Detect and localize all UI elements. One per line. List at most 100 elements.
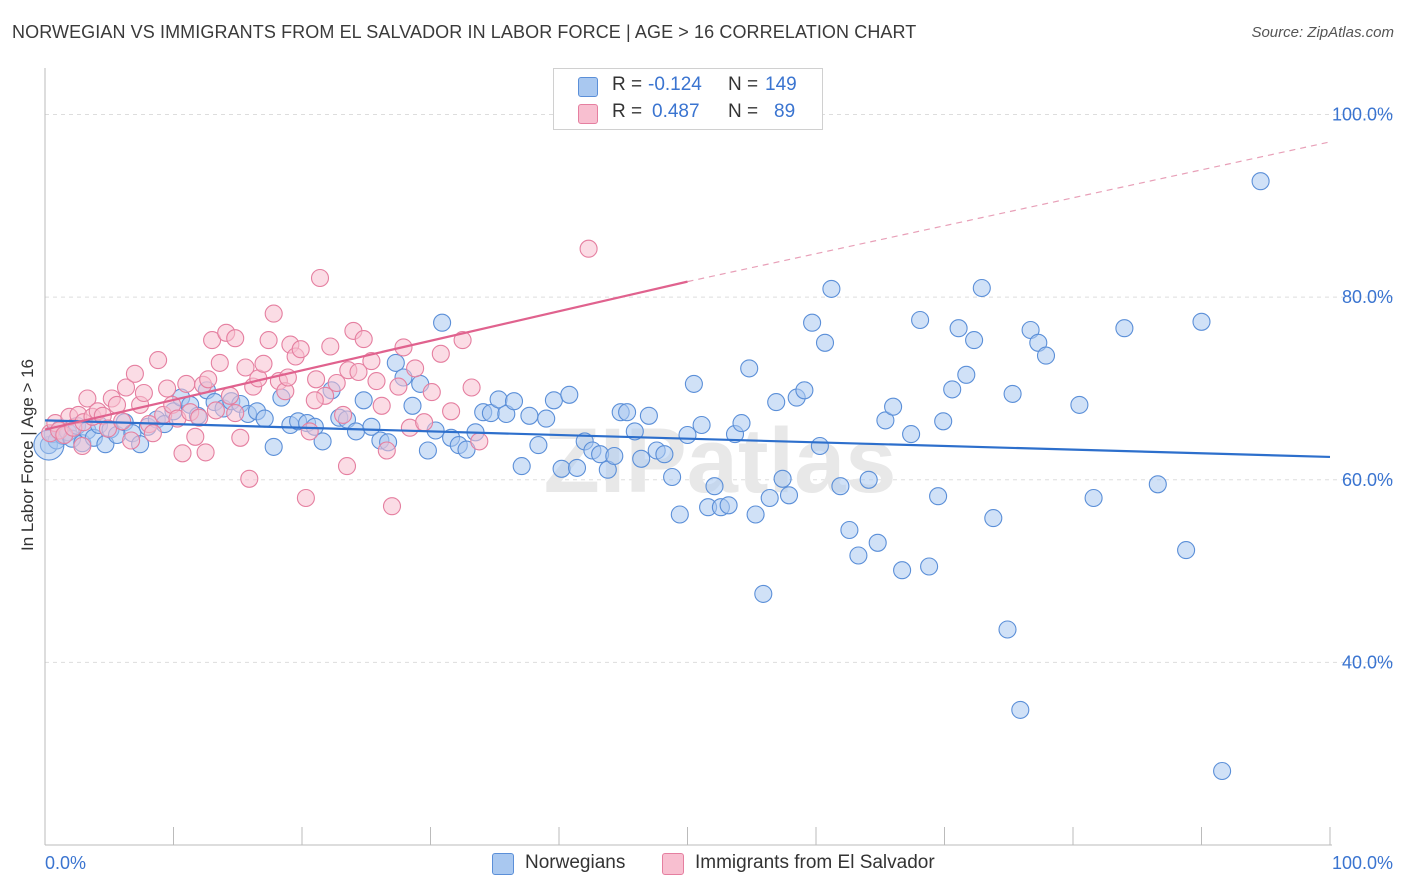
y-tick-label: 80.0% — [1342, 287, 1393, 307]
el-salvador-point — [116, 378, 136, 397]
series-el-salvador-points — [41, 239, 598, 516]
norwegians-point — [822, 279, 841, 298]
legend-label-norwegians: Norwegians — [525, 852, 626, 873]
norwegians-point — [346, 422, 366, 441]
norwegians-point — [433, 313, 452, 332]
el-salvador-point — [377, 441, 396, 460]
el-salvador-point — [264, 304, 283, 323]
norwegians-point — [255, 409, 274, 428]
el-salvador-point — [173, 444, 192, 463]
norwegians-point — [754, 584, 773, 603]
norwegians-point — [386, 353, 405, 372]
y-tick-labels: 40.0% 60.0% 80.0% 100.0% — [1332, 105, 1393, 673]
el-salvador-point — [307, 370, 326, 389]
el-salvador-point — [310, 268, 330, 288]
norwegians-point — [840, 520, 859, 540]
el-salvador-point — [470, 432, 489, 451]
legend-swatch-el-salvador — [662, 853, 684, 875]
norwegians-point — [1011, 700, 1030, 719]
norwegians-point — [884, 397, 903, 416]
norwegians-point — [1036, 346, 1056, 365]
el-salvador-point — [190, 408, 209, 427]
norwegians-point — [957, 365, 976, 384]
norwegians-point — [740, 359, 759, 378]
el-salvador-point — [462, 378, 481, 397]
norwegians-point — [920, 557, 939, 576]
el-salvador-point — [382, 497, 402, 516]
el-salvador-point — [226, 404, 245, 423]
norwegians-point — [934, 412, 953, 431]
norwegians-point — [1251, 172, 1270, 191]
norwegians-point — [625, 422, 644, 441]
el-salvador-point — [291, 340, 310, 359]
norwegians-point — [972, 278, 991, 298]
el-salvador-point — [220, 386, 240, 405]
el-salvador-point — [334, 405, 353, 424]
y-tick-label: 40.0% — [1342, 652, 1393, 672]
el-salvador-point — [186, 427, 205, 446]
el-salvador-point — [113, 412, 132, 431]
norwegians-point — [902, 425, 921, 444]
norwegians-point — [1192, 312, 1211, 331]
legend-swatch-norwegians — [492, 853, 514, 875]
el-salvador-point — [337, 457, 357, 476]
norwegians-point — [876, 411, 895, 430]
el-salvador-point — [73, 436, 92, 456]
norwegians-point — [949, 319, 968, 338]
norwegians-point — [512, 457, 531, 476]
el-salvador-point — [177, 374, 196, 393]
el-salvador-point — [296, 488, 315, 508]
el-salvador-point — [125, 364, 144, 383]
x-tick-label: 0.0% — [45, 853, 86, 873]
norwegians-point — [520, 406, 539, 425]
norwegians-point — [692, 415, 711, 435]
el-salvador-point — [259, 331, 278, 350]
norwegians-point — [760, 488, 779, 508]
el-salvador-point — [206, 401, 225, 420]
el-salvador-point — [210, 353, 229, 372]
el-salvador-point — [321, 337, 340, 356]
norwegians-point — [849, 546, 868, 565]
el-salvador-point — [149, 351, 168, 370]
norwegians-point — [552, 459, 571, 478]
el-salvador-point — [367, 372, 386, 391]
norwegians-point — [544, 391, 563, 410]
norwegians-point — [810, 436, 829, 456]
norwegians-point — [655, 445, 674, 464]
norwegians-point — [403, 396, 422, 415]
legend-r-label: R = — [612, 101, 643, 122]
el-salvador-point — [231, 428, 250, 447]
legend-n-label: N = — [728, 101, 759, 122]
norwegians-point — [354, 391, 373, 410]
norwegians-point — [684, 374, 703, 393]
norwegians-point — [773, 469, 792, 488]
el-salvador-point — [203, 331, 222, 350]
norwegians-point — [663, 467, 682, 487]
norwegians-point — [795, 381, 814, 400]
el-salvador-point — [372, 396, 391, 415]
norwegians-point — [537, 409, 556, 428]
norwegians-point — [632, 449, 651, 468]
el-salvador-point — [422, 383, 441, 402]
norwegians-point — [313, 432, 332, 451]
legend-label-el-salvador: Immigrants from El Salvador — [695, 852, 935, 873]
x-tick-label: 100.0% — [1332, 853, 1393, 873]
el-salvador-point — [199, 370, 218, 389]
norwegians-point — [911, 310, 930, 330]
el-salvador-point — [579, 239, 598, 258]
el-salvador-point — [389, 377, 408, 396]
norwegians-point — [678, 425, 697, 445]
chart-title: NORWEGIAN VS IMMIGRANTS FROM EL SALVADOR… — [12, 22, 917, 42]
el-salvador-point — [362, 352, 381, 371]
norwegians-point — [1070, 395, 1089, 414]
norwegians-point — [719, 496, 738, 515]
norwegians-point — [618, 403, 637, 422]
el-salvador-point — [143, 424, 162, 443]
el-salvador-point — [327, 373, 346, 393]
trend-line-norwegians — [44, 419, 1331, 459]
el-salvador-point — [442, 402, 461, 421]
el-salvador-point — [305, 391, 324, 410]
legend-n-value: 149 — [765, 74, 797, 95]
norwegians-point — [705, 477, 724, 496]
